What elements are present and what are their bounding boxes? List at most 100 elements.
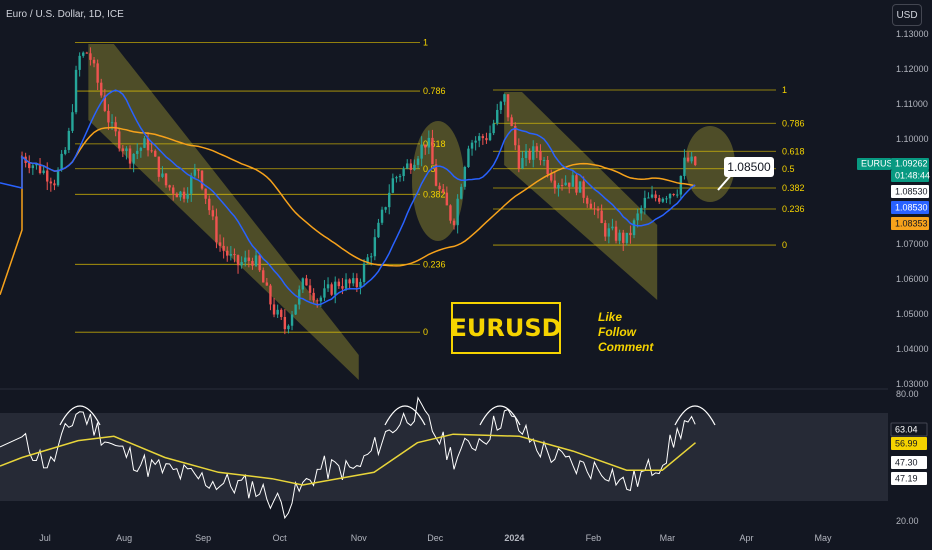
fib-level-label: 0.618 xyxy=(782,146,805,156)
channel-2 xyxy=(504,92,658,300)
channel-1 xyxy=(88,44,359,380)
price-badge-blue-bg xyxy=(891,201,929,214)
candle-body xyxy=(323,288,326,298)
candle-body xyxy=(330,284,333,295)
candle-body xyxy=(438,185,441,190)
candle-body xyxy=(632,220,636,236)
x-tick-label: May xyxy=(814,533,832,543)
rsi-peak-arc xyxy=(479,405,521,426)
candle-body xyxy=(247,257,251,261)
candle-body xyxy=(200,170,204,189)
rsi-band xyxy=(0,413,888,501)
x-tick-label: Nov xyxy=(351,533,368,543)
candle-body xyxy=(31,165,35,169)
candle-body xyxy=(164,173,168,186)
candle-body xyxy=(262,270,265,283)
candle-body xyxy=(193,169,197,176)
rsi-badge-bg xyxy=(891,437,927,450)
candle-body xyxy=(78,55,81,70)
price-badge-orange-bg xyxy=(891,217,929,230)
candle-body xyxy=(535,146,539,152)
candle-body xyxy=(650,194,654,198)
x-tick-label: 2024 xyxy=(504,533,524,543)
candle-body xyxy=(233,254,236,256)
candle-body xyxy=(391,178,395,193)
candle-body xyxy=(229,254,233,256)
rsi-badge-text: 56.99 xyxy=(895,439,918,449)
highlight-ellipse xyxy=(685,126,735,202)
price-badge-blue-text: 1.08530 xyxy=(895,203,928,213)
candle-body xyxy=(517,145,521,169)
candle-body xyxy=(362,263,366,282)
candle-body xyxy=(244,257,247,263)
cta-follow: Follow xyxy=(598,325,636,339)
candle-body xyxy=(481,136,485,139)
y-tick-label: 1.12000 xyxy=(896,64,929,74)
candle-body xyxy=(485,138,488,141)
candle-body xyxy=(107,110,110,123)
candle-body xyxy=(467,148,470,168)
rsi-badge-bg xyxy=(890,422,928,437)
candle-body xyxy=(290,314,294,326)
candle-body xyxy=(499,101,503,110)
candle-body xyxy=(218,242,222,246)
candle-body xyxy=(366,257,369,264)
cta-like: Like xyxy=(598,310,623,324)
candle-body xyxy=(456,198,459,226)
y-tick-label: 1.06000 xyxy=(896,274,929,284)
last-price-badge-text: 1.09262 xyxy=(895,159,928,169)
candle-body xyxy=(514,126,517,146)
price-badge-orange: 1.08353 xyxy=(891,217,929,230)
candle-body xyxy=(636,213,639,221)
fib-level-label: 0.382 xyxy=(423,189,446,199)
price-badge-white: 1.08530 xyxy=(891,185,929,198)
candle-body xyxy=(478,136,481,141)
candle-body xyxy=(618,232,621,241)
candle-body xyxy=(56,169,60,186)
candle-body xyxy=(643,197,647,208)
countdown-badge: 01:48:44 xyxy=(891,170,930,182)
candle-body xyxy=(406,163,409,169)
candle-body xyxy=(139,147,143,151)
candle-body xyxy=(341,286,344,289)
fib-level-label: 0.236 xyxy=(423,259,446,269)
candle-body xyxy=(74,69,78,113)
candle-body xyxy=(64,149,67,154)
candle-body xyxy=(49,181,53,184)
candle-body xyxy=(488,133,492,141)
price-badge-white-bg xyxy=(891,185,929,198)
fib-level-label: 0.382 xyxy=(782,183,805,193)
y-tick-label: 1.11000 xyxy=(896,99,928,109)
price-badge-white-text: 1.08530 xyxy=(895,187,928,197)
candle-body xyxy=(575,175,578,193)
candle-body xyxy=(564,182,567,186)
candle-body xyxy=(251,260,254,266)
candle-body xyxy=(625,232,629,243)
candle-body xyxy=(672,193,675,195)
candle-body xyxy=(510,117,513,127)
candle-body xyxy=(190,175,193,194)
rsi-peak-arc xyxy=(59,405,101,426)
candle-body xyxy=(211,210,215,217)
fib-level-label: 0.786 xyxy=(782,118,805,128)
candle-body xyxy=(118,131,121,149)
candle-body xyxy=(395,177,398,179)
last-price-badge: 1.09262 xyxy=(891,158,929,170)
y-tick-label: 1.04000 xyxy=(896,344,929,354)
candle-body xyxy=(35,163,38,166)
candle-body xyxy=(521,157,524,169)
candle-body xyxy=(686,157,690,162)
candle-body xyxy=(305,278,308,286)
candle-body xyxy=(542,159,546,161)
fib-level-label: 0.236 xyxy=(782,204,805,214)
candle-body xyxy=(175,193,179,198)
brand-box: EURUSD xyxy=(450,302,562,354)
x-tick-label: Oct xyxy=(273,533,288,543)
candle-body xyxy=(272,304,276,315)
currency-button[interactable]: USD xyxy=(892,4,922,26)
x-tick-label: Dec xyxy=(427,533,444,543)
candle-body xyxy=(463,167,467,187)
candle-body xyxy=(240,262,243,266)
candle-body xyxy=(373,237,377,257)
